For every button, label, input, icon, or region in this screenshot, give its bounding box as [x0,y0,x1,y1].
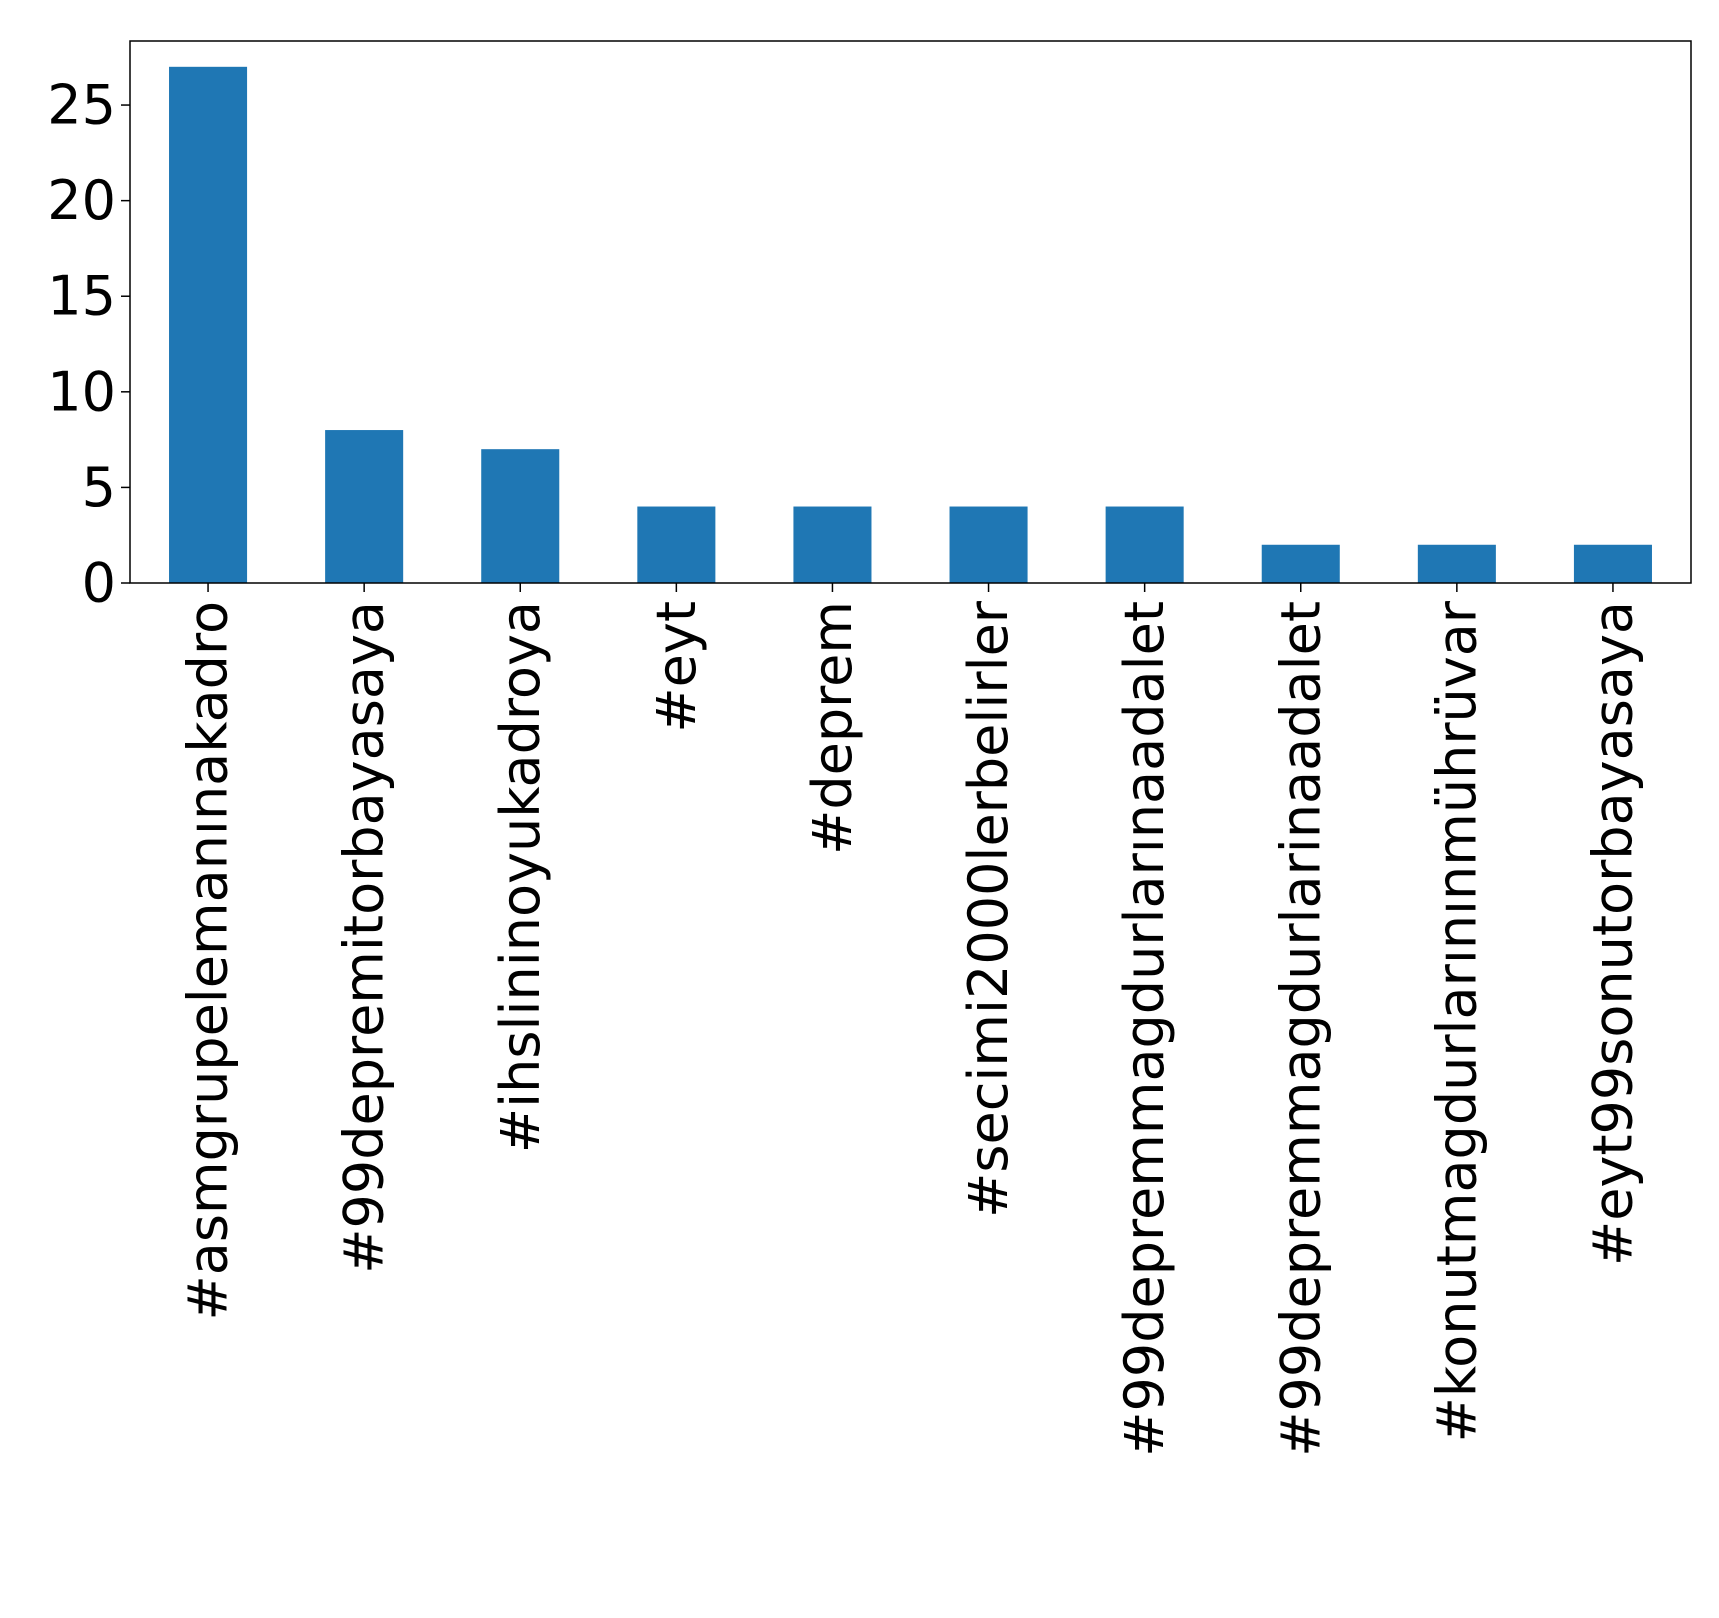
bar-10 [1573,544,1652,583]
bar-6 [949,506,1028,583]
x-tick-label: #asmgrupelemanınakadro [177,601,240,1320]
x-tick-label: #konutmagdurlarınınmührüvar [1425,600,1488,1442]
plot-frame [129,40,1692,584]
bars-group [169,66,1652,584]
y-tick-label: 5 [82,456,116,519]
y-tick-label: 10 [47,360,116,423]
x-axis: #asmgrupelemanınakadro #99depremitorbayas… [177,583,1644,1457]
bar-5 [793,506,872,583]
x-tick-label: #secimi2000lerbelirler [957,600,1020,1218]
bar-7 [1105,506,1184,583]
y-tick-label: 20 [47,169,116,232]
bar-4 [637,506,716,583]
x-tick-label: #ihslininoyukadroya [489,601,552,1153]
y-tick-label: 15 [47,265,116,328]
x-tick-label: #deprem [801,601,864,855]
bar-2 [325,430,404,583]
bar-3 [481,449,560,583]
bar-9 [1417,544,1496,583]
y-tick-label: 0 [82,552,116,615]
y-tick-label: 25 [47,74,116,137]
x-tick-label: #99depremmagdurlarınaadalet [1113,601,1176,1457]
x-tick-label: #99depremitorbayasaya [333,601,396,1274]
bar-8 [1261,544,1340,583]
x-tick-label: #99depremmagdurlarinaadalet [1269,601,1332,1457]
x-tick-label: #eyt [645,601,708,733]
y-axis: 0 5 10 15 20 25 [47,74,130,615]
bar-1 [169,66,248,584]
x-tick-label: #eyt99sonutorbayasaya [1581,601,1644,1266]
